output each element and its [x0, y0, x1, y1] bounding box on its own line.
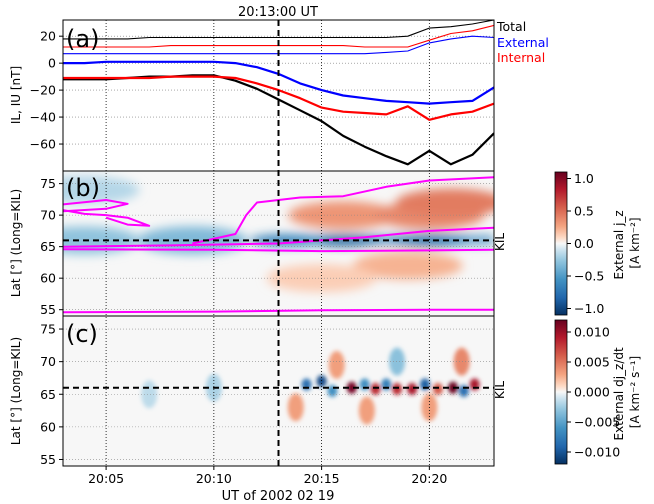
event-time-label: 20:13:00 UT — [238, 5, 318, 20]
colorbar-djzdt-label: External dj_z/dt [A km⁻² s⁻¹] — [612, 343, 642, 440]
reference-lines — [63, 20, 494, 466]
djzdt-blob — [453, 347, 470, 376]
colorbar-tick-label: −0.5 — [574, 269, 604, 284]
y-tick-label-a: −60 — [30, 137, 56, 152]
y-tick-label-a: 20 — [40, 29, 56, 44]
panel-c-ylabel: Lat [°] (Long=KIL) — [9, 337, 23, 445]
y-tick-label-c: 70 — [40, 354, 56, 369]
colorbar-djzdt-ticks: 0.010 0.005 0.000 −0.005 −0.010 — [567, 325, 620, 460]
panel-b-station-label: KIL — [493, 233, 507, 251]
y-tick-label-b: 75 — [40, 176, 56, 191]
jz-blob — [137, 226, 248, 255]
colorbar-tick-label: 0.010 — [574, 325, 610, 340]
panel-c-station-label: KIL — [493, 381, 507, 399]
djzdt-blob — [358, 396, 375, 425]
jz-band — [289, 235, 494, 245]
jz-contour — [63, 209, 151, 227]
panel-b-letter: (b) — [66, 174, 100, 202]
y-tick-label-b: 55 — [40, 302, 56, 317]
y-tick-label-c: 60 — [40, 419, 56, 434]
y-tick-label-b: 70 — [40, 208, 56, 223]
djzdt-blob — [432, 383, 443, 396]
colorbar-tick-label: 0.000 — [574, 385, 610, 400]
panel-b-ylabel: Lat [°] (Long=KIL) — [9, 189, 23, 297]
colorbar-djzdt — [554, 319, 568, 465]
djzdt-blob — [346, 381, 357, 394]
colorbar-tick-label: 1.0 — [574, 171, 594, 186]
djzdt-blob — [392, 383, 403, 396]
djzdt-blob — [141, 380, 158, 409]
y-tick-label-b: 60 — [40, 271, 56, 286]
panel-a-letter: (a) — [66, 25, 99, 53]
y-tick-label-a: 0 — [48, 56, 56, 71]
x-tick-label: 20:15 — [304, 471, 340, 486]
legend-external: External — [497, 35, 549, 50]
jz-blob — [63, 175, 140, 204]
jz-blob — [395, 188, 494, 217]
colorbar-jz — [554, 171, 568, 316]
colorbar-tick-label: 0.5 — [574, 204, 594, 219]
djzdt-blob — [287, 393, 304, 422]
y-tick-label-c: 55 — [40, 452, 56, 467]
series-total-iu — [63, 20, 494, 40]
djzdt-blob — [389, 347, 406, 376]
jz-contour — [63, 248, 494, 253]
panel-frame — [62, 315, 495, 467]
jz-contour — [63, 308, 494, 314]
colorbar-jz-label: External j_z [A km⁻²] — [612, 206, 642, 279]
panel-b-contours — [63, 176, 494, 314]
x-tick-label: 20:20 — [411, 471, 447, 486]
jz-blob — [288, 201, 399, 230]
grid-lines — [63, 20, 494, 466]
colorbar-tick-label: −0.010 — [574, 445, 620, 460]
colorbar-jz-ticks: 1.0 0.5 0.0 −0.5 −1.0 — [567, 171, 604, 316]
panel-a-ylabel: IL, IU [nT] — [9, 66, 23, 124]
y-tick-label-b: 65 — [40, 239, 56, 254]
colorbar-tick-label: −1.0 — [574, 301, 604, 316]
colorbar-tick-label: 0.005 — [574, 355, 610, 370]
x-tick-label: 20:10 — [196, 471, 232, 486]
jz-blob — [352, 251, 463, 280]
y-tick-label-c: 75 — [40, 322, 56, 337]
colorbar-tick-label: −0.005 — [574, 415, 620, 430]
djzdt-blob — [407, 383, 418, 396]
y-tick-label-a: −20 — [30, 83, 56, 98]
djzdt-blob — [328, 350, 345, 379]
jz-contour — [192, 176, 494, 245]
legend-internal: Internal — [497, 50, 545, 65]
legend-total: Total — [496, 19, 526, 34]
panel-c-letter: (c) — [66, 320, 98, 348]
djzdt-blob — [316, 375, 327, 388]
jz-contour — [63, 199, 129, 213]
djzdt-blob — [370, 383, 381, 396]
colorbar-tick-label: 0.0 — [574, 236, 594, 251]
jz-contour — [63, 226, 494, 248]
x-axis-label: UT of 2002 02 19 — [222, 489, 335, 504]
axes: 20 0 −20 −40 −60 75 70 65 60 55 75 70 65 60 55 20:05 20:… — [30, 19, 495, 486]
y-tick-label-c: 65 — [40, 387, 56, 402]
y-tick-label-a: −40 — [30, 110, 56, 125]
x-tick-label: 20:05 — [88, 471, 124, 486]
